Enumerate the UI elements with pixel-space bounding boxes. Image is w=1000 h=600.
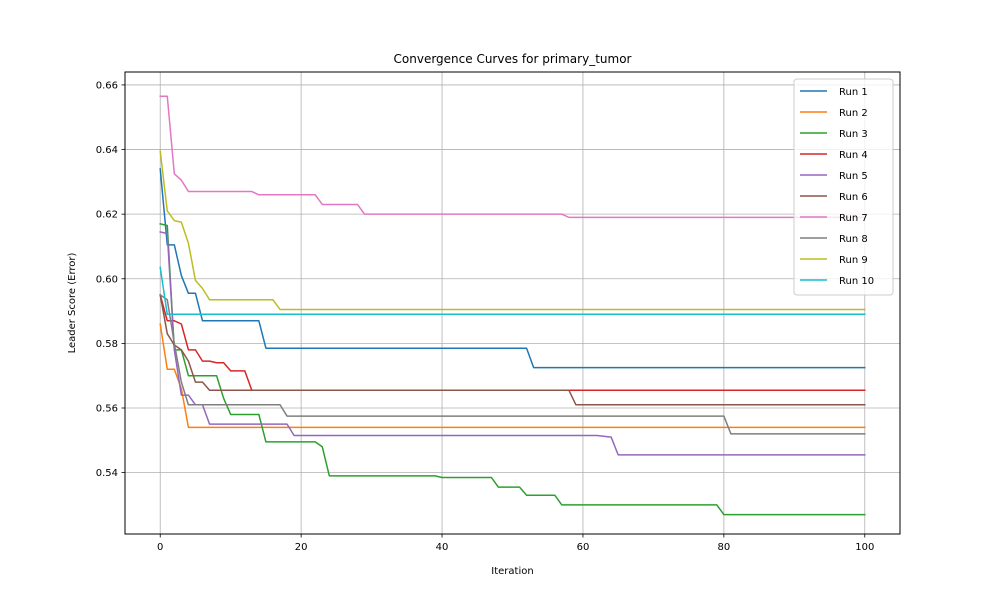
legend-label: Run 1: [839, 87, 868, 98]
x-tick-label: 20: [295, 542, 308, 553]
x-tick-label: 0: [157, 542, 163, 553]
legend-label: Run 8: [839, 234, 868, 245]
legend-label: Run 7: [839, 213, 868, 224]
legend-label: Run 3: [839, 129, 868, 140]
legend-label: Run 6: [839, 192, 868, 203]
y-tick-label: 0.66: [96, 80, 118, 91]
y-tick-label: 0.64: [96, 145, 118, 156]
series-line-run-5: [159, 231, 866, 456]
series-line-run-10: [159, 266, 866, 316]
chart-title: Convergence Curves for primary_tumor: [394, 52, 632, 66]
y-tick-label: 0.62: [96, 210, 118, 221]
y-tick-label: 0.58: [96, 339, 118, 350]
legend-label: Run 9: [839, 255, 868, 266]
series-line-run-4: [159, 293, 866, 391]
legend: Run 1 Run 2 Run 3 Run 4 Run 5 Run 6 Run 7 Run 8…: [793, 78, 894, 296]
plot-frame: [124, 71, 901, 535]
series-line-run-9: [159, 150, 866, 311]
series-line-run-3: [159, 222, 866, 516]
x-tick-label: 60: [577, 542, 590, 553]
y-tick-label: 0.60: [96, 274, 118, 285]
legend-label: Run 4: [839, 150, 868, 161]
legend-label: Run 5: [839, 171, 868, 182]
series-line-run-2: [159, 323, 866, 429]
legend-label: Run 10: [839, 276, 874, 287]
y-axis-label: Leader Score (Error): [67, 252, 78, 353]
x-tick-label: 80: [717, 542, 730, 553]
y-tick-label: 0.54: [96, 468, 118, 479]
y-tick-label: 0.56: [96, 404, 118, 415]
series-line-run-1: [159, 168, 866, 369]
x-axis-label: Iteration: [491, 566, 533, 577]
x-tick-label: 40: [436, 542, 449, 553]
series-line-run-8: [159, 293, 866, 435]
series-line-run-7: [159, 95, 866, 219]
series-line-run-6: [159, 294, 866, 406]
x-tick-label: 100: [855, 542, 874, 553]
legend-label: Run 2: [839, 108, 868, 119]
